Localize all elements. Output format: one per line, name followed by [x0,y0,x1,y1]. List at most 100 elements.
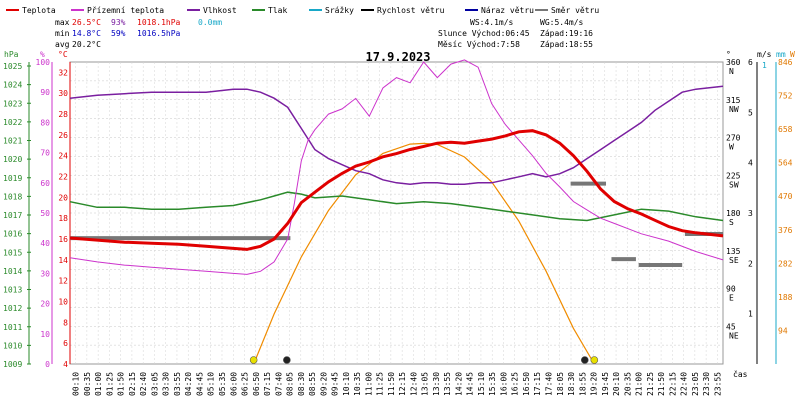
legend-label: Náraz větru [481,6,534,15]
pct-tick-label: 80 [40,118,50,127]
pct-tick-label: 10 [40,330,50,339]
degc-tick-label: 10 [58,298,68,307]
dir-tick-value: 360 [726,58,741,67]
dir-tick-label: S [729,218,734,227]
hpa-tick-label: 1021 [3,137,22,146]
dir-tick-value: 315 [726,96,741,105]
pct-tick-label: 50 [40,209,50,218]
legend-label: Rychlost větru [377,6,445,15]
degc-tick-label: 24 [58,152,68,161]
x-tick-label: 03:30 [162,372,171,396]
pct-tick-label: 70 [40,149,50,158]
left-axes: 1025102410231022102110201019101810171016… [3,58,71,369]
x-tick-label: 13:05 [421,372,430,396]
info-block: WS:4.1m/s WG:5.4m/s Slunce Východ:06:45 … [438,18,593,49]
info-moon-set: Západ:18:55 [540,40,593,49]
x-tick-label: 13:55 [443,372,452,396]
x-tick-label: 05:35 [218,372,227,396]
hpa-tick-label: 1013 [3,286,22,295]
unit-degc: °C [58,50,68,59]
degc-tick-label: 12 [58,277,68,286]
x-tick-label: 21:25 [646,372,655,396]
unit-w: W [790,50,795,59]
x-tick-label: 17:40 [544,372,553,396]
x-tick-label: 11:50 [387,372,396,396]
legend-label: Přízemní teplota [87,6,164,15]
pressure-line [69,191,724,222]
unit-hpa: hPa [4,50,19,59]
plot-area [69,59,724,365]
hpa-tick-label: 1018 [3,192,22,201]
x-tick-label: 17:15 [533,372,542,396]
pct-tick-label: 100 [36,58,51,67]
x-tick-label: 20:10 [612,372,621,396]
x-tick-label: 06:50 [252,372,261,396]
dir-tick-label: SW [729,180,739,189]
x-tick-label: 12:40 [409,372,418,396]
w-tick-label: 376 [778,226,793,235]
x-tick-label: 08:30 [297,372,306,396]
stat-max-rain: 0.0mm [198,18,222,27]
hpa-tick-label: 1012 [3,304,22,313]
degc-tick-label: 20 [58,193,68,202]
x-tick-label: 23:55 [713,372,722,396]
x-tick-label: 14:45 [466,372,475,396]
dir-tick-value: 135 [726,247,741,256]
x-tick-label: 10:10 [342,372,351,396]
degc-tick-label: 28 [58,110,68,119]
hpa-tick-label: 1011 [3,323,22,332]
pct-tick-label: 60 [40,179,50,188]
pct-tick-label: 40 [40,239,50,248]
hpa-tick-label: 1017 [3,211,22,220]
x-tick-label: 08:55 [308,372,317,396]
ground-temperature-line [69,59,724,275]
dir-tick-value: 225 [726,171,741,180]
dir-tick-value: 180 [726,209,741,218]
hpa-tick-label: 1010 [3,341,22,350]
hpa-tick-label: 1019 [3,174,22,183]
x-tick-label: 23:30 [702,372,711,396]
info-ws: WS:4.1m/s [470,18,514,27]
x-tick-label: 06:25 [241,372,250,396]
x-tick-label: 19:45 [601,372,610,396]
x-tick-label: 11:00 [364,372,373,396]
stat-min-press: 1016.5hPa [137,29,181,38]
degc-tick-label: 30 [58,89,68,98]
x-tick-label: 20:35 [623,372,632,396]
unit-pct: % [40,50,45,59]
stat-min-label: min [55,29,70,38]
x-tick-label: 13:30 [432,372,441,396]
pct-tick-label: 30 [40,269,50,278]
grid [69,61,724,365]
x-tick-label: 22:40 [680,372,689,396]
sun-moon-marker [580,356,589,364]
w-tick-label: 188 [778,293,793,302]
sun-moon-marker [249,356,258,364]
hpa-tick-label: 1016 [3,230,22,239]
temperature-line [69,129,724,251]
degc-tick-label: 22 [58,173,68,182]
x-tick-label: 04:20 [184,372,193,396]
w-tick-label: 282 [778,259,793,268]
mm-tick-label: 1 [762,61,767,70]
x-tick-label: 07:40 [274,372,283,396]
unit-mm: mm [776,50,786,59]
legend-label: Tlak [268,6,287,15]
x-tick-label: 19:20 [590,372,599,396]
x-tick-label: 16:50 [522,372,531,396]
degc-tick-label: 8 [63,318,68,327]
x-tick-label: 12:15 [398,372,407,396]
stat-max-label: max [55,18,70,27]
stat-min-hum: 59% [111,29,126,38]
legend-label: Srážky [325,6,354,15]
ms-tick-label: 6 [748,58,753,67]
x-tick-label: 04:45 [195,372,204,396]
x-tick-label: 03:55 [173,372,182,396]
ms-tick-label: 2 [748,259,753,268]
x-tick-label: 07:15 [263,372,272,396]
hpa-tick-label: 1025 [3,62,22,71]
x-tick-label: 15:10 [477,372,486,396]
x-tick-label: 21:00 [635,372,644,396]
x-tick-label: 09:45 [331,372,340,396]
